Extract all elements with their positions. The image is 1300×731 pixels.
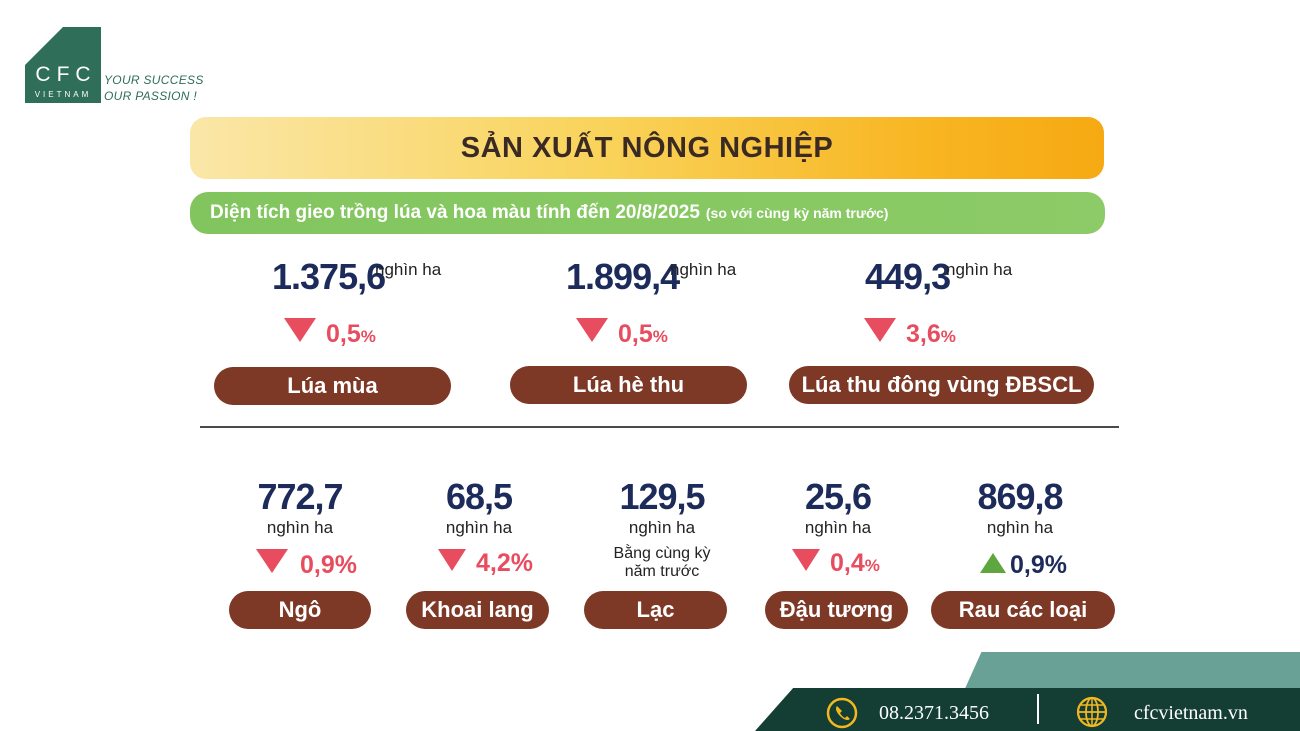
rice-change-pct-3: % (940, 327, 956, 346)
subtitle-banner: Diện tích gieo trồng lúa và hoa màu tính… (190, 192, 1105, 234)
crop-change-value-4: 0,4 (830, 549, 865, 577)
brand-tagline: YOUR SUCCESS OUR PASSION ! (104, 72, 204, 104)
down-arrow-icon (284, 318, 316, 342)
rice-label-2: Lúa hè thu (510, 366, 747, 404)
crop-value-4: 25,6 (804, 476, 872, 517)
crop-value-5: 869,8 (977, 476, 1063, 517)
cfc-logo: CFC VIETNAM (25, 27, 101, 103)
crop-value-3: 129,5 (619, 476, 705, 517)
rice-label-1: Lúa mùa (214, 367, 451, 405)
same-period-line-2: năm trước (624, 563, 700, 580)
footer-bar (755, 688, 1300, 731)
logo-word: CFC (35, 63, 97, 86)
crop-value-1: 772,7 (257, 476, 343, 517)
logo-subword: VIETNAM (34, 90, 92, 99)
rice-unit-3: nghìn ha (946, 260, 1013, 279)
crop-value-2: 68,5 (445, 476, 513, 517)
subtitle-text: Diện tích gieo trồng lúa và hoa màu tính… (210, 202, 700, 223)
crop-change-value-5: 0,9% (1010, 551, 1067, 579)
crop-label-5: Rau các loại (931, 591, 1115, 629)
rice-change-2: 0,5 % (576, 318, 668, 349)
section-divider (200, 426, 1119, 428)
up-arrow-icon (980, 553, 1006, 573)
crop-change-4: 0,4 % (792, 549, 880, 578)
rice-change-value-2: 0,5 (618, 320, 653, 348)
phone-icon (826, 697, 858, 729)
title-banner: SẢN XUẤT NÔNG NGHIỆP (190, 117, 1104, 179)
crop-change-value-1: 0,9% (300, 551, 357, 579)
down-arrow-icon (864, 318, 896, 342)
crop-change-5: 0,9% (980, 551, 1067, 580)
footer-separator (1037, 694, 1039, 724)
crop-label-2: Khoai lang (406, 591, 549, 629)
globe-icon (1076, 696, 1108, 728)
footer-website[interactable]: cfcvietnam.vn (1134, 702, 1248, 724)
tagline-line-1: YOUR SUCCESS (104, 73, 204, 87)
rice-change-pct-1: % (360, 327, 376, 346)
down-arrow-icon (576, 318, 608, 342)
crop-change-value-2: 4,2% (476, 549, 533, 577)
rice-value-3: 449,3 (865, 256, 951, 297)
page-title: SẢN XUẤT NÔNG NGHIỆP (460, 131, 834, 164)
rice-change-value-3: 3,6 (906, 320, 941, 348)
crop-unit-2: nghìn ha (445, 518, 513, 537)
rice-change-pct-2: % (652, 327, 668, 346)
logo-fold-shape (25, 27, 63, 65)
rice-unit-2: nghìn ha (670, 260, 737, 279)
down-arrow-icon (438, 549, 466, 571)
crop-label-3: Lạc (584, 591, 727, 629)
rice-change-value-1: 0,5 (326, 320, 361, 348)
tagline-line-2: OUR PASSION ! (104, 89, 198, 103)
crop-label-4: Đậu tương (765, 591, 908, 629)
same-period-line-1: Bằng cùng kỳ (613, 545, 711, 562)
crop-change-pct-4: % (864, 556, 880, 575)
subtitle-note: (so với cùng kỳ năm trước) (705, 205, 889, 221)
crop-label-1: Ngô (229, 591, 371, 629)
down-arrow-icon (256, 549, 288, 573)
rice-value-1: 1.375,6 (272, 256, 386, 297)
rice-change-3: 3,6 % (864, 318, 956, 349)
rice-change-1: 0,5 % (284, 318, 376, 349)
rice-unit-1: nghìn ha (375, 260, 442, 279)
crop-unit-1: nghìn ha (266, 518, 334, 537)
footer-phone[interactable]: 08.2371.3456 (879, 702, 989, 724)
crop-unit-3: nghìn ha (628, 518, 696, 537)
rice-value-2: 1.899,4 (566, 256, 680, 297)
crop-change-3: Bằng cùng kỳ năm trước (587, 545, 737, 581)
crop-change-2: 4,2% (438, 549, 533, 578)
crop-unit-5: nghìn ha (986, 518, 1054, 537)
rice-label-3: Lúa thu đông vùng ĐBSCL (789, 366, 1094, 404)
down-arrow-icon (792, 549, 820, 571)
crop-change-1: 0,9% (256, 549, 357, 580)
crop-unit-4: nghìn ha (804, 518, 872, 537)
